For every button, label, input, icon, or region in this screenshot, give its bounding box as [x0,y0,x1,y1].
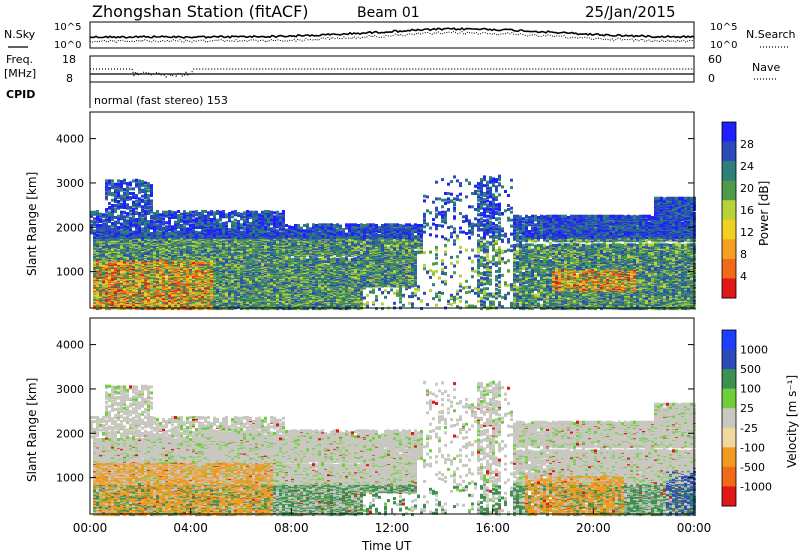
x-axis-label: Time UT [361,539,412,553]
date-label: 25/Jan/2015 [585,3,676,21]
nsearch-tick-top: 10^5 [710,22,737,33]
power-ytick-label: 1000 [56,266,84,279]
power-colorbar-tick: 20 [740,182,754,195]
velocity-ytick-label: 1000 [56,472,84,485]
velocity-panel: Slant Range [km] 1000 2000 3000 4000 1000 50… [25,318,799,553]
power-ytick-label: 4000 [56,133,84,146]
power-colorbar-tick: 12 [740,226,754,239]
velocity-ytick-label: 2000 [56,427,84,440]
station-title: Zhongshan Station (fitACF) [92,2,309,21]
power-colorbar-tick: 8 [740,248,747,261]
xtick-label: 08:00 [274,521,309,535]
cpid-label: CPID [6,88,35,101]
xtick-label: 00:00 [73,521,108,535]
nave-tick-bottom: 0 [708,72,715,85]
nave-tick-top: 60 [708,53,722,66]
beam-label: Beam 01 [357,5,420,21]
velocity-colorbar-segment [722,467,736,487]
power-colorbar-segment [722,259,736,279]
nsky-tick-bottom: 10^0 [54,40,81,51]
velocity-colorbar-tick: -100 [740,441,765,454]
cpid-value: normal (fast stereo) 153 [94,94,228,107]
freq-label-line2: [MHz] [4,67,36,80]
nsky-tick-top: 10^5 [54,22,81,33]
velocity-colorbar-segment [722,389,736,409]
velocity-ytick-label: 3000 [56,383,84,396]
velocity-colorbar-tick: 1000 [740,344,768,357]
freq-tick-top: 18 [62,53,76,66]
nsky-trace [90,28,694,38]
power-colorbar-segment [722,181,736,201]
velocity-ylabel: Slant Range [km] [25,378,39,482]
power-colorbar-tick: 4 [740,270,747,283]
nsky-panel: N.Sky 10^5 10^0 10^5 10^0 N.Search [4,22,796,51]
freq-panel: Freq. [MHz] 18 8 60 0 Nave [4,53,780,85]
power-colorbar-segment [722,239,736,259]
power-colorbar-tick: 16 [740,204,754,217]
velocity-colorbar-tick: 100 [740,383,761,396]
power-colorbar-segment [722,220,736,240]
velocity-colorbar-tick: -1000 [740,480,772,493]
velocity-colorbar-tick: 25 [740,402,754,415]
power-colorbar-segment [722,122,736,142]
nave-trace [90,69,694,77]
velocity-colorbar-tick: 500 [740,363,761,376]
power-colorbar-tick: 28 [740,138,754,151]
power-colorbar-segment [722,278,736,298]
power-colorbar-tick: 24 [740,160,754,173]
velocity-colorbar-tick: -25 [740,422,758,435]
velocity-colorbar-segment [722,350,736,370]
power-ylabel: Slant Range [km] [25,172,39,276]
velocity-colorbar-tick: -500 [740,461,765,474]
xtick-label: 20:00 [576,521,611,535]
power-colorbar-segment [722,142,736,162]
power-ytick-label: 3000 [56,177,84,190]
xtick-label: 12:00 [375,521,410,535]
velocity-colorbar-label: Velocity [m s⁻¹] [785,375,799,468]
nsearch-label: N.Search [746,28,796,41]
freq-tick-bottom: 8 [66,72,73,85]
power-ytick-label: 2000 [56,221,84,234]
freq-label-line1: Freq. [6,53,33,66]
power-colorbar-segment [722,200,736,220]
velocity-colorbar-segment [722,486,736,506]
velocity-colorbar-segment [722,330,736,350]
nsky-label: N.Sky [4,28,36,41]
xtick-label: 00:00 [677,521,712,535]
velocity-colorbar-segment [722,408,736,428]
power-colorbar-segment [722,161,736,181]
cpid-panel: CPID normal (fast stereo) 153 [6,82,228,108]
nsearch-tick-bottom: 10^0 [710,40,737,51]
velocity-colorbar-segment [722,369,736,389]
xtick-label: 16:00 [475,521,510,535]
nave-label: Nave [752,61,780,74]
xtick-label: 04:00 [173,521,208,535]
velocity-ytick-label: 4000 [56,339,84,352]
power-panel: Slant Range [km] 1000 2000 3000 4000 4 8 12 16… [25,112,771,310]
velocity-colorbar-segment [722,447,736,467]
power-colorbar-label: Power [dB] [757,181,771,246]
velocity-colorbar-segment [722,428,736,448]
